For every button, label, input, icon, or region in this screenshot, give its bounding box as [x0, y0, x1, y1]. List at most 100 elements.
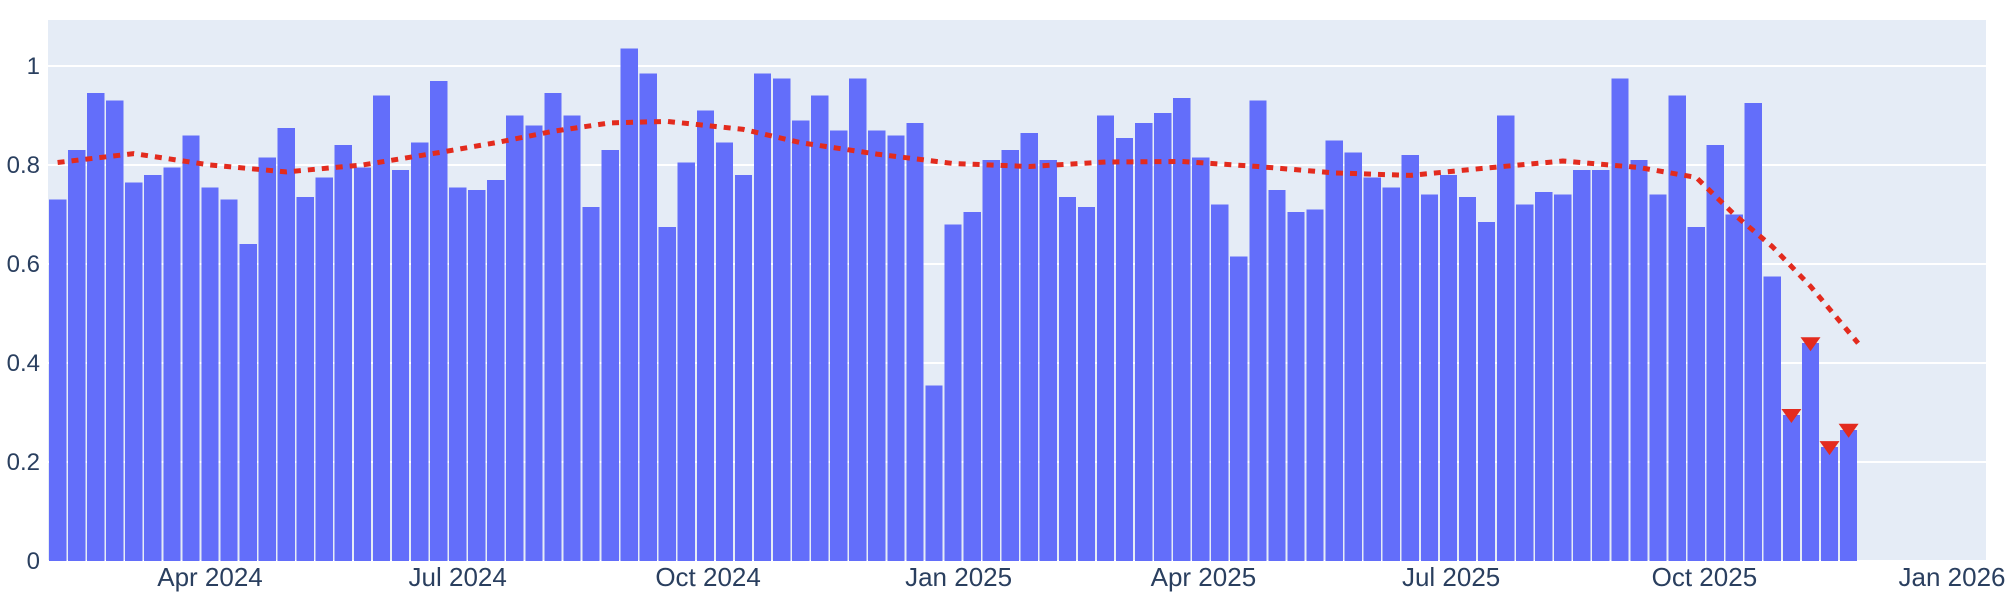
bar[interactable]	[1782, 415, 1801, 561]
bar[interactable]	[1573, 169, 1591, 561]
bar[interactable]	[1630, 160, 1648, 561]
bar[interactable]	[696, 110, 715, 561]
bar[interactable]	[258, 157, 276, 561]
bar[interactable]	[620, 48, 638, 561]
bar[interactable]	[315, 177, 333, 561]
bar[interactable]	[1211, 204, 1229, 561]
bar[interactable]	[639, 73, 657, 562]
bar[interactable]	[1230, 256, 1248, 561]
bar[interactable]	[1363, 177, 1381, 561]
bar[interactable]	[1497, 115, 1515, 562]
bar[interactable]	[1477, 221, 1496, 561]
bar[interactable]	[411, 142, 429, 561]
bar[interactable]	[1135, 122, 1153, 562]
bar[interactable]	[1268, 189, 1286, 562]
bar[interactable]	[773, 78, 791, 562]
bar[interactable]	[1192, 157, 1210, 561]
bar[interactable]	[239, 244, 257, 561]
bar[interactable]	[68, 150, 86, 561]
bar[interactable]	[944, 224, 962, 561]
bar[interactable]	[887, 135, 905, 562]
bar[interactable]	[1154, 113, 1172, 561]
bar[interactable]	[1820, 447, 1839, 561]
bar[interactable]	[1687, 226, 1705, 561]
bar[interactable]	[1115, 137, 1134, 562]
bar[interactable]	[1649, 194, 1667, 561]
bar[interactable]	[525, 125, 543, 562]
bar[interactable]	[1058, 197, 1077, 561]
bar[interactable]	[582, 207, 600, 561]
bar[interactable]	[1725, 214, 1743, 562]
bar[interactable]	[1096, 115, 1115, 562]
bar[interactable]	[49, 199, 67, 561]
bar[interactable]	[1401, 155, 1419, 561]
bar[interactable]	[353, 167, 372, 562]
bar[interactable]	[715, 142, 734, 561]
bar[interactable]	[468, 189, 486, 562]
bar[interactable]	[87, 93, 105, 561]
bar[interactable]	[220, 199, 238, 561]
bar[interactable]	[658, 226, 676, 561]
bar[interactable]	[1382, 187, 1400, 562]
bar[interactable]	[1344, 152, 1362, 561]
bar[interactable]	[830, 130, 848, 561]
bar[interactable]	[1516, 204, 1534, 561]
bar[interactable]	[334, 145, 352, 561]
bar[interactable]	[163, 167, 181, 562]
bar[interactable]	[1611, 78, 1629, 562]
bar[interactable]	[449, 187, 467, 562]
bar[interactable]	[201, 187, 219, 562]
bar[interactable]	[487, 179, 505, 562]
bar[interactable]	[1020, 132, 1038, 562]
bar[interactable]	[544, 93, 562, 561]
bar[interactable]	[1458, 197, 1477, 561]
anomaly-marker-icon[interactable]	[1819, 441, 1840, 456]
bar[interactable]	[1173, 98, 1191, 561]
bar[interactable]	[106, 100, 124, 561]
bar[interactable]	[868, 130, 886, 561]
anomaly-marker-icon[interactable]	[1800, 337, 1821, 352]
bar[interactable]	[430, 80, 448, 562]
bar[interactable]	[277, 127, 295, 562]
bar[interactable]	[982, 160, 1000, 561]
bar[interactable]	[753, 73, 772, 562]
bar[interactable]	[925, 385, 943, 561]
bar[interactable]	[1668, 95, 1686, 561]
bar[interactable]	[1077, 207, 1096, 561]
bar[interactable]	[391, 169, 410, 561]
bar[interactable]	[296, 197, 314, 561]
bar[interactable]	[1306, 209, 1324, 561]
bar[interactable]	[125, 182, 143, 562]
bar[interactable]	[906, 122, 924, 562]
bar[interactable]	[677, 162, 695, 562]
bar[interactable]	[1592, 169, 1610, 561]
bar[interactable]	[1839, 429, 1858, 561]
bar[interactable]	[1325, 140, 1343, 562]
bar[interactable]	[1763, 276, 1781, 561]
bar-series[interactable]	[49, 48, 1858, 562]
anomaly-marker-icon[interactable]	[1838, 423, 1859, 438]
bar[interactable]	[1554, 194, 1572, 561]
bar[interactable]	[792, 120, 810, 562]
bar[interactable]	[1535, 192, 1553, 561]
bar[interactable]	[563, 115, 581, 562]
bar[interactable]	[734, 174, 753, 561]
bar[interactable]	[963, 212, 981, 561]
bar[interactable]	[1420, 194, 1439, 561]
bar[interactable]	[1439, 174, 1458, 561]
bar[interactable]	[601, 150, 619, 561]
bar[interactable]	[1039, 160, 1057, 561]
bar[interactable]	[1249, 100, 1267, 561]
anomaly-marker-group[interactable]	[1781, 337, 1859, 456]
bar[interactable]	[144, 174, 162, 561]
bar[interactable]	[506, 115, 524, 562]
anomaly-marker-icon[interactable]	[1781, 409, 1802, 423]
bar[interactable]	[1706, 145, 1724, 561]
bar[interactable]	[1801, 343, 1820, 561]
bar[interactable]	[372, 95, 391, 561]
bar[interactable]	[1744, 103, 1762, 561]
bar[interactable]	[1001, 150, 1019, 561]
bar[interactable]	[811, 95, 829, 561]
bar[interactable]	[849, 78, 867, 562]
bar[interactable]	[182, 135, 200, 562]
